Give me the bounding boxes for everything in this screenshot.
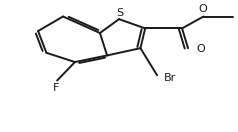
Text: O: O bbox=[198, 4, 207, 14]
Text: S: S bbox=[117, 8, 124, 18]
Text: O: O bbox=[197, 44, 205, 54]
Text: Br: Br bbox=[164, 73, 176, 83]
Text: F: F bbox=[53, 83, 59, 93]
